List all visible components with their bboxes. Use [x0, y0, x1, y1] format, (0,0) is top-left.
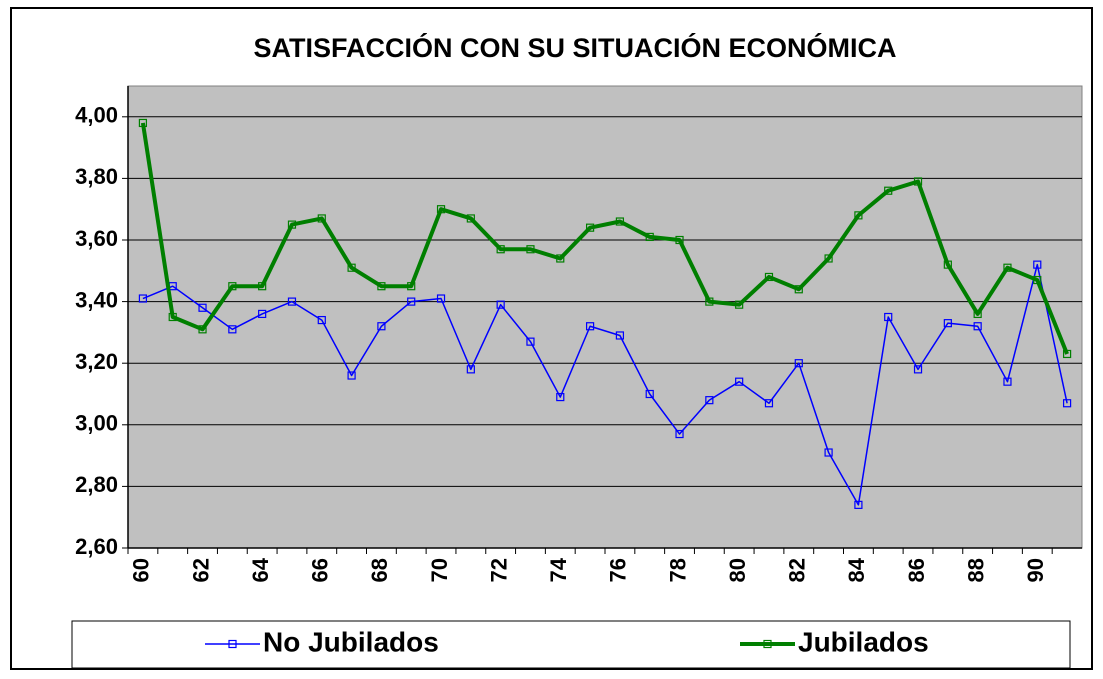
y-tick-label: 3,60 — [75, 226, 118, 251]
series-marker — [287, 297, 297, 306]
x-tick-label: 60 — [129, 558, 154, 582]
y-tick-label: 3,80 — [75, 164, 118, 189]
series-marker — [377, 322, 386, 331]
series-marker — [854, 211, 863, 220]
series-marker — [228, 325, 237, 334]
y-tick-label: 3,00 — [75, 411, 118, 436]
series-marker — [496, 245, 505, 254]
series-marker — [585, 322, 595, 331]
legend-marker — [228, 639, 237, 649]
legend-marker — [763, 639, 772, 649]
x-tick-label: 66 — [308, 558, 333, 582]
series-marker — [526, 337, 535, 346]
series-marker — [645, 232, 654, 242]
x-tick-label: 84 — [844, 557, 869, 582]
x-tick-label: 70 — [427, 558, 452, 582]
series-marker — [913, 177, 923, 186]
series-marker — [735, 300, 744, 309]
series-marker — [1033, 275, 1042, 285]
series-marker — [377, 282, 386, 291]
series-marker — [705, 297, 714, 306]
x-tick-label: 72 — [486, 558, 511, 582]
series-marker — [198, 303, 207, 312]
series-marker — [138, 118, 148, 128]
x-tick-label: 68 — [367, 558, 392, 582]
x-tick-label: 62 — [188, 558, 213, 582]
x-tick-label: 74 — [546, 557, 571, 582]
series-marker — [764, 399, 774, 408]
series-marker — [258, 309, 267, 319]
legend-label: Jubilados — [798, 626, 929, 657]
series-marker — [854, 500, 863, 509]
plot-area — [127, 85, 1083, 549]
x-tick-label: 76 — [606, 558, 631, 582]
series-marker — [168, 312, 177, 322]
series-marker — [1003, 263, 1012, 272]
series-marker — [645, 389, 654, 399]
y-tick-label: 2,60 — [75, 534, 118, 559]
series-marker — [675, 235, 684, 245]
y-tick-label: 3,20 — [75, 349, 118, 374]
series-marker — [705, 396, 714, 405]
series-marker — [496, 300, 505, 309]
x-tick-label: 82 — [785, 558, 810, 582]
y-tick-label: 3,40 — [75, 287, 118, 312]
series-marker — [317, 214, 326, 223]
series-marker — [884, 186, 893, 195]
series-line — [140, 122, 1069, 355]
series-marker — [317, 315, 326, 325]
series-marker — [824, 254, 833, 263]
series-marker — [436, 205, 446, 214]
series-marker — [466, 365, 475, 374]
series-marker — [913, 365, 923, 374]
series-marker — [556, 254, 565, 263]
series-marker — [764, 272, 774, 282]
series-marker — [973, 322, 982, 331]
x-tick-label: 90 — [1023, 558, 1048, 582]
series-marker — [1062, 399, 1072, 408]
x-tick-label: 88 — [963, 558, 988, 582]
series-marker — [615, 331, 625, 340]
series-marker — [943, 260, 952, 269]
series-marker — [735, 377, 744, 386]
series-marker — [347, 371, 356, 380]
series-marker — [466, 214, 475, 223]
legend-label: No Jubilados — [263, 626, 439, 657]
series-marker — [436, 294, 446, 303]
x-tick-label: 64 — [248, 557, 273, 582]
series-marker — [556, 392, 565, 402]
series-marker — [1033, 260, 1042, 269]
series-marker — [198, 325, 207, 334]
x-tick-label: 80 — [725, 558, 750, 582]
series-marker — [585, 223, 595, 232]
series-marker — [973, 309, 982, 319]
series-marker — [407, 297, 416, 306]
chart-title: SATISFACCIÓN CON SU SITUACIÓN ECONÓMICA — [253, 32, 896, 63]
y-tick-label: 2,80 — [75, 472, 118, 497]
y-tick-label: 4,00 — [75, 103, 118, 128]
series-marker — [1062, 349, 1072, 359]
series-marker — [347, 263, 356, 272]
series-marker — [258, 282, 267, 291]
series-marker — [943, 319, 952, 328]
x-tick-label: 86 — [904, 558, 929, 582]
series-marker — [526, 245, 535, 254]
series-marker — [884, 312, 893, 322]
series-marker — [824, 448, 833, 457]
series-line — [142, 263, 1068, 506]
series-marker — [138, 294, 148, 303]
series-marker — [1003, 377, 1012, 386]
x-tick-label: 78 — [665, 558, 690, 582]
series-marker — [228, 282, 237, 291]
series-marker — [794, 359, 803, 368]
series-marker — [675, 429, 684, 439]
series-marker — [407, 282, 416, 291]
series-marker — [615, 217, 625, 226]
series-marker — [287, 220, 297, 229]
series-marker — [794, 285, 803, 294]
